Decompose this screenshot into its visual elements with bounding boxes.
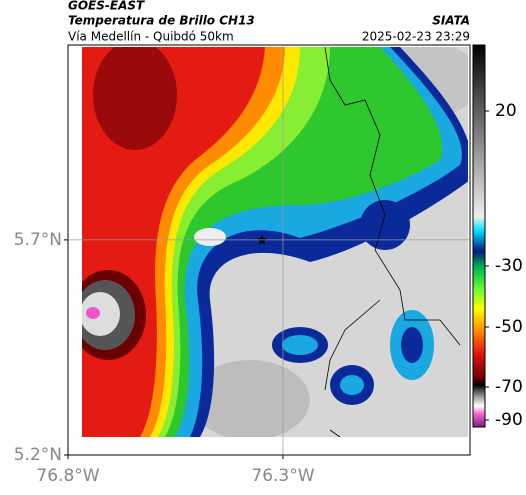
- colorbar-tick-label: 20: [495, 101, 517, 121]
- satellite: GOES-EAST: [68, 0, 145, 13]
- colorbar-tick-label: -30: [495, 256, 523, 276]
- product: Temperatura de Brillo CH13: [68, 14, 255, 28]
- x-tick-label: 76.3°W: [251, 466, 314, 486]
- colorbar-tick-label: -70: [495, 377, 523, 397]
- boundaries: [324, 46, 461, 438]
- colorbar-tick-label: -90: [495, 410, 523, 430]
- colorbar-tick-label: -50: [495, 317, 523, 337]
- timestamp: 2025-02-23 23:29: [362, 30, 470, 44]
- y-tick-label: 5.7°N: [14, 230, 62, 250]
- x-tick-label: 76.8°W: [36, 466, 99, 486]
- y-tick-label: 5.2°N: [14, 445, 62, 465]
- source: SIATA: [432, 14, 470, 28]
- satellite-image: [82, 47, 468, 437]
- region: Vía Medellín - Quibdó 50km: [68, 30, 234, 44]
- colorbar: [472, 44, 486, 428]
